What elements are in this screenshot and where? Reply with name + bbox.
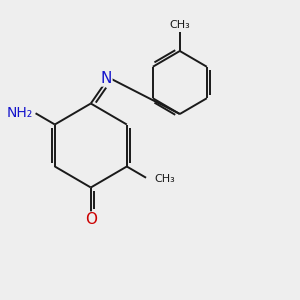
Text: NH₂: NH₂ xyxy=(6,106,33,120)
Text: CH₃: CH₃ xyxy=(169,20,190,31)
Text: N: N xyxy=(100,71,112,86)
Text: CH₃: CH₃ xyxy=(154,174,175,184)
Text: O: O xyxy=(85,212,97,227)
